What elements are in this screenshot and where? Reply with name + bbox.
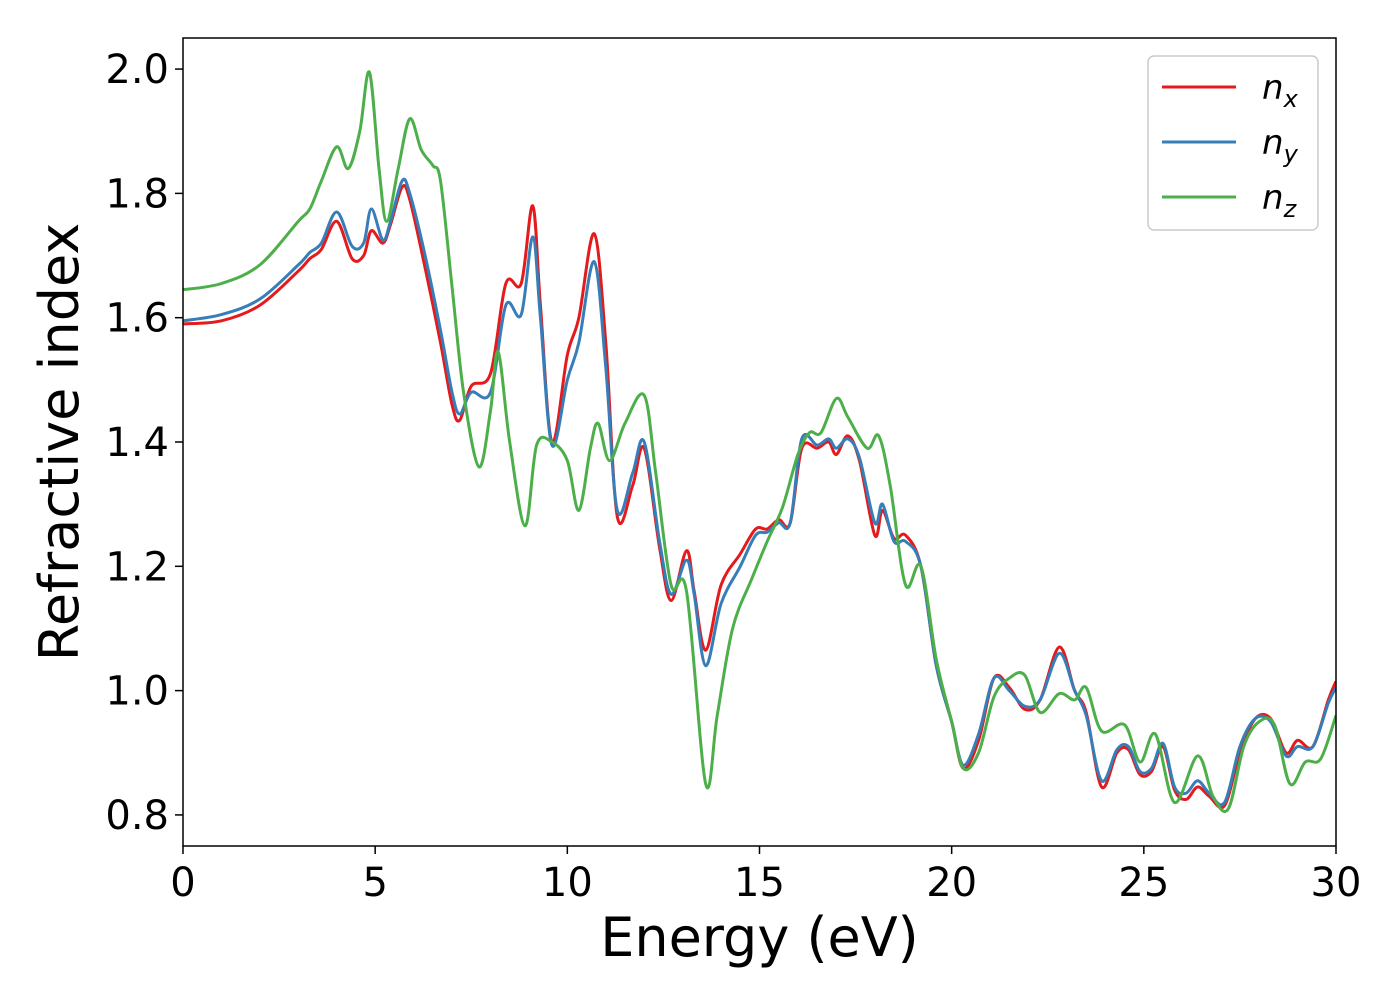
x-tick-label: 0 xyxy=(170,860,195,906)
y-tick-label: 0.8 xyxy=(105,793,169,839)
series-line-nz xyxy=(183,70,1336,813)
series-line-ny xyxy=(183,177,1336,807)
x-tick-label: 5 xyxy=(362,860,387,906)
legend-subscript: z xyxy=(1283,195,1298,223)
y-tick-label: 2.0 xyxy=(105,47,169,93)
x-tick-label: 10 xyxy=(542,860,593,906)
series-line-nx xyxy=(183,183,1336,810)
x-axis-ticks: 0 5 10 15 20 25 30 xyxy=(170,846,1361,906)
y-tick-label: 1.2 xyxy=(105,544,169,590)
series-layer xyxy=(183,70,1336,813)
y-tick-label: 1.6 xyxy=(105,296,169,342)
y-axis-ticks: 0.8 1.0 1.2 1.4 1.6 1.8 2.0 xyxy=(105,47,183,839)
y-tick-label: 1.0 xyxy=(105,669,169,715)
x-tick-label: 15 xyxy=(734,860,785,906)
x-axis-title: Energy (eV) xyxy=(600,906,919,969)
x-tick-label: 20 xyxy=(926,860,977,906)
legend-subscript: x xyxy=(1283,85,1299,113)
legend-subscript: y xyxy=(1283,140,1299,168)
y-tick-label: 1.8 xyxy=(105,171,169,217)
y-axis-title: Refractive index xyxy=(28,223,91,662)
x-tick-label: 30 xyxy=(1311,860,1362,906)
x-tick-label: 25 xyxy=(1118,860,1169,906)
y-tick-label: 1.4 xyxy=(105,420,169,466)
legend-label-nz: nz xyxy=(1262,178,1298,223)
